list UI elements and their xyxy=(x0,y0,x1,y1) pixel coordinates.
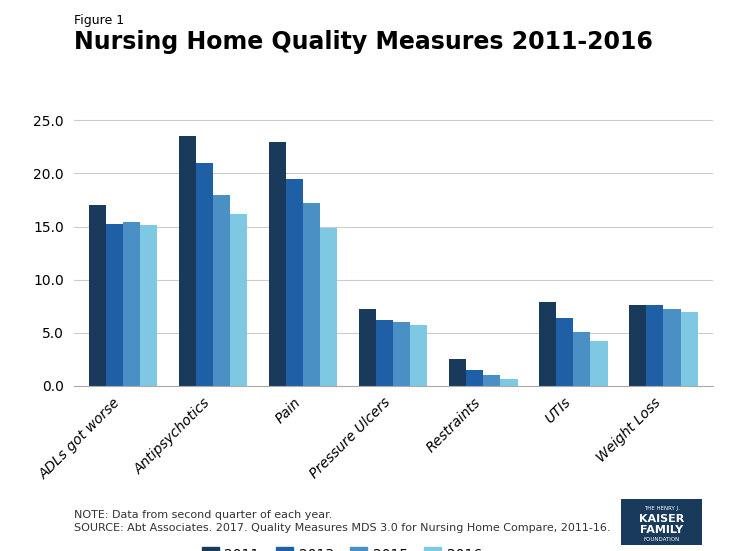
Bar xyxy=(359,309,376,386)
Text: FOUNDATION: FOUNDATION xyxy=(643,537,680,542)
Bar xyxy=(179,136,196,386)
Text: KAISER: KAISER xyxy=(639,514,684,524)
Bar xyxy=(140,225,157,386)
Bar xyxy=(590,341,608,386)
Bar xyxy=(320,228,337,386)
Bar xyxy=(213,195,230,386)
Bar xyxy=(449,359,466,386)
Text: SOURCE: Abt Associates. 2017. Quality Measures MDS 3.0 for Nursing Home Compare,: SOURCE: Abt Associates. 2017. Quality Me… xyxy=(74,523,610,533)
Bar xyxy=(556,318,573,386)
Bar xyxy=(646,305,664,386)
Bar xyxy=(303,203,320,386)
Bar xyxy=(269,142,286,386)
Text: FAMILY: FAMILY xyxy=(640,525,683,534)
Legend: 2011, 2013, 2015, 2016: 2011, 2013, 2015, 2016 xyxy=(197,542,487,551)
Bar xyxy=(629,305,646,386)
Bar xyxy=(501,379,517,386)
Text: Nursing Home Quality Measures 2011-2016: Nursing Home Quality Measures 2011-2016 xyxy=(74,30,653,55)
Bar xyxy=(410,325,428,386)
Bar xyxy=(664,309,681,386)
Bar xyxy=(123,222,140,386)
Bar xyxy=(573,332,590,386)
Text: Figure 1: Figure 1 xyxy=(74,14,123,27)
Bar xyxy=(196,163,213,386)
Text: NOTE: Data from second quarter of each year.: NOTE: Data from second quarter of each y… xyxy=(74,510,332,520)
Bar xyxy=(89,206,106,386)
Bar xyxy=(681,312,698,386)
Bar xyxy=(393,322,410,386)
Bar xyxy=(106,224,123,386)
Bar xyxy=(376,320,393,386)
Bar xyxy=(230,214,247,386)
Text: THE HENRY J.: THE HENRY J. xyxy=(644,506,679,511)
Bar xyxy=(466,370,484,386)
Bar xyxy=(539,302,556,386)
Bar xyxy=(286,179,303,386)
Bar xyxy=(484,375,501,386)
